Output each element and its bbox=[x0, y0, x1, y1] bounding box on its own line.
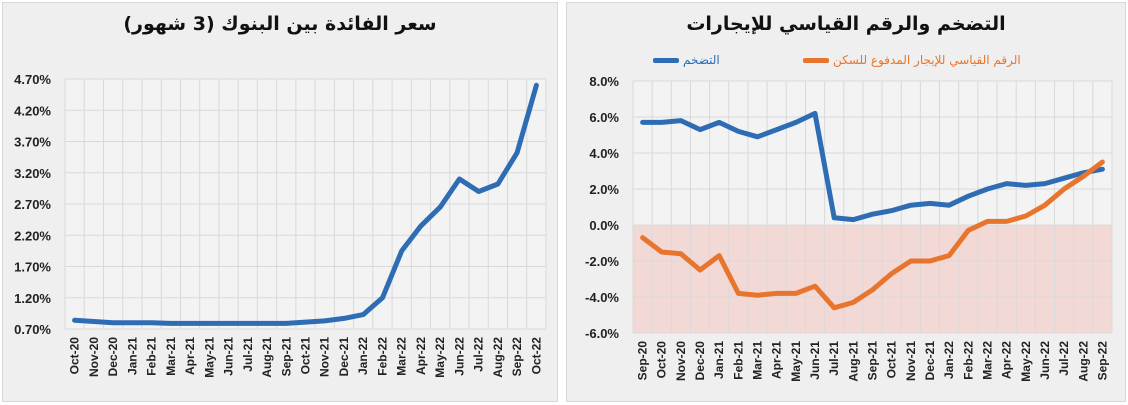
legend-rent-index: الرقم القياسي للإيجار المدفوع للسكن bbox=[803, 53, 1021, 67]
y-tick-label: 1.20% bbox=[14, 291, 51, 306]
legend-label-inflation: التضخم bbox=[683, 53, 720, 67]
x-tick-label: Aug-22 bbox=[491, 337, 505, 378]
x-tick-label: Mar-21 bbox=[751, 341, 765, 380]
y-tick-label: 8.0% bbox=[589, 74, 619, 89]
y-tick-label: 0.0% bbox=[589, 218, 619, 233]
chart-panel-interbank-rate: سعر الفائدة بين البنوك (3 شهور) 4.70% 4.2… bbox=[2, 2, 558, 402]
x-tick-label: Apr-22 bbox=[1000, 341, 1014, 379]
x-tick-label: Sep-22 bbox=[1095, 341, 1109, 381]
y-tick-label: 1.70% bbox=[14, 260, 51, 275]
x-tick-label: Oct-21 bbox=[885, 341, 899, 379]
y-tick-label: 4.20% bbox=[14, 103, 51, 118]
x-tick-label: Apr-22 bbox=[414, 337, 428, 375]
chart-title-interbank: سعر الفائدة بين البنوك (3 شهور) bbox=[123, 13, 437, 35]
x-tick-label: Oct-22 bbox=[529, 337, 543, 375]
x-tick-label: May-22 bbox=[1019, 341, 1033, 382]
x-tick-label: Oct-20 bbox=[655, 341, 669, 379]
x-tick-label: Jan-22 bbox=[356, 337, 370, 375]
x-tick-label: Oct-21 bbox=[299, 337, 313, 375]
x-tick-label: Nov-21 bbox=[318, 337, 332, 377]
x-tick-label: Dec-20 bbox=[693, 341, 707, 381]
x-tick-label: Jun-21 bbox=[222, 337, 236, 376]
x-tick-label: May-21 bbox=[789, 341, 803, 382]
y-tick-label: 6.0% bbox=[589, 110, 619, 125]
x-tick-label: Feb-22 bbox=[961, 341, 975, 380]
x-tick-label: Sep-22 bbox=[510, 337, 524, 377]
x-tick-label: Aug-22 bbox=[1076, 341, 1090, 382]
interbank-rate-chart: 4.70% 4.20% 3.70% 3.20% 2.70% 2.20% 1.70% 1.20%… bbox=[14, 72, 547, 378]
y-tick-label: -4.0% bbox=[585, 290, 619, 305]
legend-swatch-blue-icon bbox=[653, 57, 679, 63]
x-tick-label: Sep-21 bbox=[866, 341, 880, 381]
y-tick-label: 2.70% bbox=[14, 197, 51, 212]
x-tick-label: Jul-21 bbox=[241, 337, 255, 372]
series-line-0 bbox=[72, 82, 539, 326]
legend-inflation: التضخم bbox=[653, 53, 720, 67]
y-tick-label: 4.0% bbox=[589, 146, 619, 161]
legend-label-rent: الرقم القياسي للإيجار المدفوع للسكن bbox=[833, 53, 1021, 67]
legend-swatch-orange-icon bbox=[803, 57, 829, 63]
y-tick-label: -2.0% bbox=[585, 254, 619, 269]
x-tick-label: Sep-20 bbox=[636, 341, 650, 381]
y-tick-label: 2.20% bbox=[14, 228, 51, 243]
y-tick-label: 2.0% bbox=[589, 182, 619, 197]
x-tick-label: Oct-20 bbox=[68, 337, 82, 375]
inflation-rent-chart: 8.0% 6.0% 4.0% 2.0% 0.0% -2.0% -4.0% -6.0% Sep-2… bbox=[585, 74, 1113, 382]
x-tick-label: Apr-21 bbox=[770, 341, 784, 379]
y-tick-label: -6.0% bbox=[585, 326, 619, 341]
y-tick-label: 3.70% bbox=[14, 135, 51, 150]
x-tick-label: Mar-22 bbox=[980, 341, 994, 380]
x-tick-label: Aug-21 bbox=[260, 337, 274, 378]
series-line-1 bbox=[640, 159, 1105, 311]
y-tick-label: 3.20% bbox=[14, 166, 51, 181]
y-tick-label: 4.70% bbox=[14, 72, 51, 87]
x-tick-label: Apr-21 bbox=[183, 337, 197, 375]
x-tick-label: Feb-22 bbox=[375, 337, 389, 376]
x-tick-label: Jun-22 bbox=[1038, 341, 1052, 380]
x-tick-label: May-21 bbox=[202, 337, 216, 378]
x-tick-label: Nov-20 bbox=[674, 341, 688, 381]
x-tick-label: Jul-22 bbox=[472, 337, 486, 372]
x-tick-label: Jun-21 bbox=[808, 341, 822, 380]
x-tick-label: Jan-21 bbox=[712, 341, 726, 379]
series-line-0 bbox=[640, 110, 1105, 223]
x-tick-label: Sep-21 bbox=[279, 337, 293, 377]
x-tick-label: Jan-22 bbox=[942, 341, 956, 379]
x-tick-label: Mar-21 bbox=[164, 337, 178, 376]
x-tick-label: Feb-21 bbox=[145, 337, 159, 376]
x-tick-label: Jul-21 bbox=[827, 341, 841, 376]
x-tick-label: May-22 bbox=[433, 337, 447, 378]
x-tick-label: Jun-22 bbox=[452, 337, 466, 376]
x-tick-label: Aug-21 bbox=[846, 341, 860, 382]
x-tick-label: Jan-21 bbox=[125, 337, 139, 375]
x-tick-label: Dec-20 bbox=[106, 337, 120, 377]
x-tick-label: Dec-21 bbox=[923, 341, 937, 381]
x-tick-label: Feb-21 bbox=[731, 341, 745, 380]
chart-title-inflation: التضخم والرقم القياسي للإيجارات bbox=[686, 13, 1006, 35]
y-tick-label: 0.70% bbox=[14, 322, 51, 337]
x-tick-label: Nov-21 bbox=[904, 341, 918, 381]
chart-panel-inflation-rent: التضخم والرقم القياسي للإيجارات التضخم ا… bbox=[566, 2, 1126, 402]
x-tick-label: Dec-21 bbox=[337, 337, 351, 377]
x-tick-label: Mar-22 bbox=[395, 337, 409, 376]
x-tick-label: Nov-20 bbox=[87, 337, 101, 377]
x-tick-label: Jul-22 bbox=[1057, 341, 1071, 376]
